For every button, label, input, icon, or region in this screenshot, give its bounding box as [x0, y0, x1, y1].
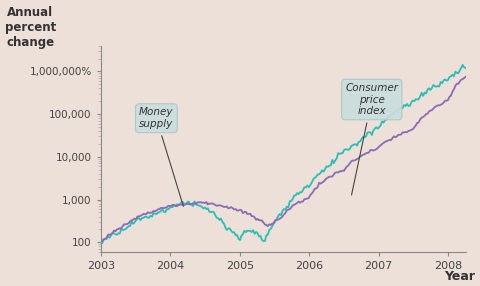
Text: Year: Year [444, 270, 475, 283]
Text: Consumer
price
index: Consumer price index [345, 83, 398, 195]
Text: Annual
percent
change: Annual percent change [5, 6, 56, 49]
Text: Money
supply: Money supply [139, 108, 183, 206]
